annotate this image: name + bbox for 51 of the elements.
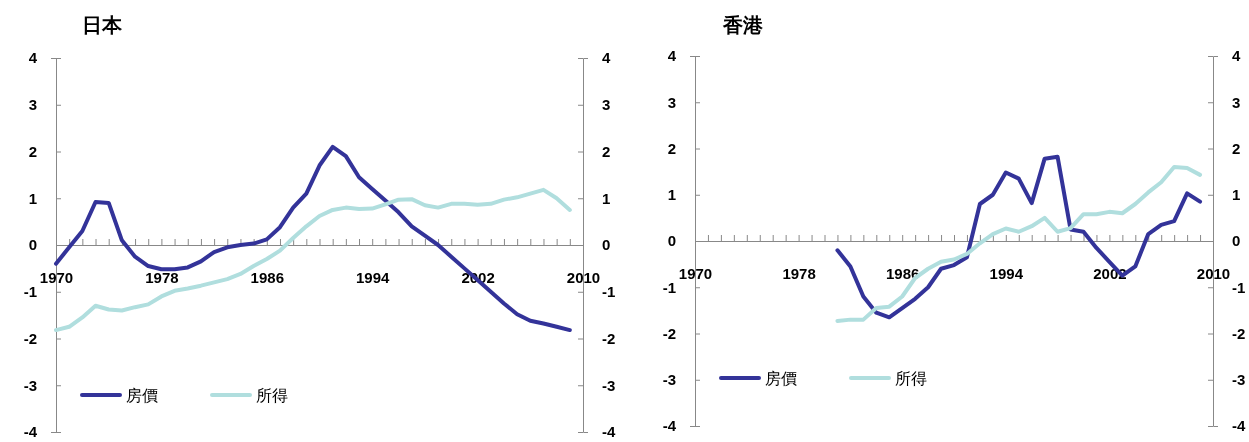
x-tick-label: 2010 — [1196, 264, 1231, 282]
y-tick-label: 1 — [28, 189, 37, 207]
legend-label: 房價 — [765, 370, 797, 387]
y2-tick-label: -3 — [602, 376, 616, 394]
y2-tick-label: 2 — [1232, 139, 1241, 157]
y-tick-label: 2 — [28, 142, 37, 160]
y-tick-label: 4 — [667, 47, 677, 65]
y-tick-label: -3 — [662, 371, 676, 389]
y2-tick-label: -3 — [1232, 371, 1246, 389]
y2-tick-label: 3 — [602, 96, 611, 114]
legend-label: 所得 — [895, 370, 927, 387]
y-tick-label: 3 — [28, 96, 37, 114]
y-tick-label: -1 — [662, 278, 676, 296]
y2-tick-label: -1 — [1232, 278, 1246, 296]
y-tick-label: -4 — [23, 423, 38, 441]
y-tick-label: 3 — [667, 93, 676, 111]
y-tick-label: 2 — [667, 139, 676, 157]
y2-tick-label: 3 — [1232, 93, 1241, 111]
y2-tick-label: -4 — [1232, 417, 1246, 435]
y-tick-label: -3 — [23, 376, 37, 394]
y2-tick-label: 2 — [602, 142, 611, 160]
y2-tick-label: 4 — [602, 49, 611, 67]
y2-tick-label: -4 — [602, 423, 616, 441]
y2-tick-label: 0 — [1232, 232, 1241, 250]
y-tick-label: 4 — [28, 49, 38, 67]
y-tick-label: 0 — [28, 236, 37, 254]
legend-label: 所得 — [256, 387, 288, 404]
y-tick-label: -2 — [662, 324, 676, 342]
y-tick-label: -1 — [23, 283, 37, 301]
y2-tick-label: 4 — [1232, 47, 1241, 65]
x-tick-label: 2010 — [566, 268, 601, 286]
y2-tick-label: -2 — [602, 329, 616, 347]
x-tick-label: 1978 — [782, 264, 816, 282]
y-tick-label: -4 — [662, 417, 677, 435]
legend-label: 房價 — [126, 387, 158, 404]
x-tick-label: 1970 — [39, 268, 74, 286]
chart-title: 日本 — [82, 14, 123, 36]
x-tick-label: 1970 — [678, 264, 713, 282]
y2-tick-label: 1 — [602, 189, 611, 207]
y-tick-label: 0 — [667, 232, 676, 250]
y2-tick-label: 0 — [602, 236, 611, 254]
y2-tick-label: -2 — [1232, 324, 1246, 342]
x-tick-label: 1986 — [250, 268, 284, 286]
y2-tick-label: 1 — [1232, 186, 1241, 204]
y-tick-label: -2 — [23, 329, 37, 347]
y2-tick-label: -1 — [602, 283, 616, 301]
x-tick-label: 1978 — [145, 268, 179, 286]
y-tick-label: 1 — [667, 186, 676, 204]
chart-title: 香港 — [722, 14, 764, 36]
x-tick-label: 1994 — [356, 268, 391, 286]
x-tick-label: 1994 — [989, 264, 1024, 282]
